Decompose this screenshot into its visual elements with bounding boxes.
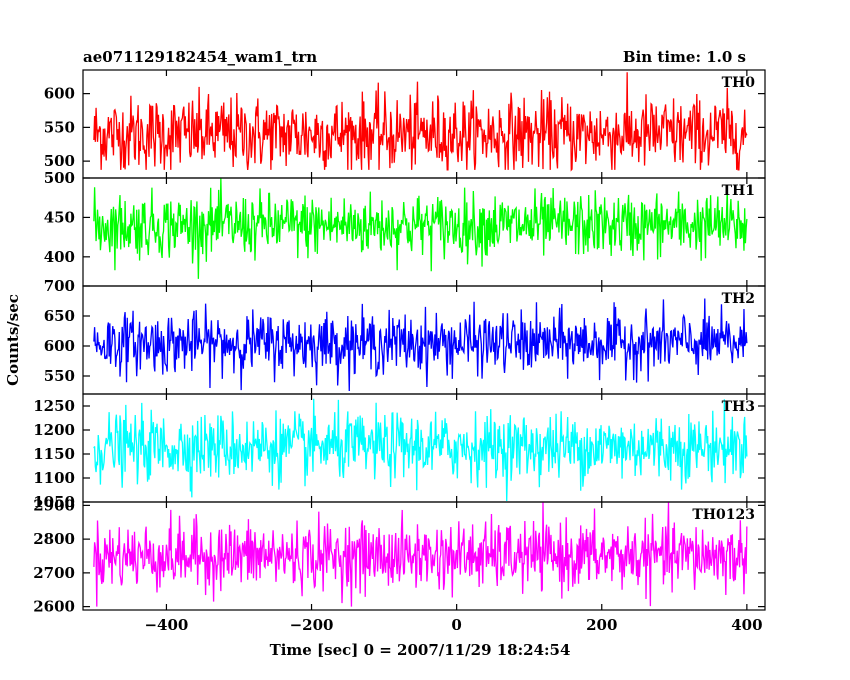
- y-tick-label: 2600: [33, 598, 75, 616]
- y-tick-label: 1200: [33, 421, 75, 439]
- y-tick-label: 500: [44, 152, 75, 170]
- panel-th1: 400 450 500 TH1: [44, 169, 766, 287]
- y-tick-label: 650: [44, 307, 75, 325]
- x-axis: −400 −200 0 200 400: [144, 616, 762, 634]
- series-line-th0123: [93, 502, 748, 607]
- y-tick-label: 1050: [33, 493, 75, 511]
- panels: 500 550 600 TH0 400 450 500 TH1 550 600 650 700 TH2 1…: [33, 69, 766, 616]
- y-tick-label: 2900: [33, 496, 75, 514]
- x-tick-label: −400: [144, 616, 188, 634]
- panel-label-th1: TH1: [722, 183, 755, 199]
- panel-frame: [82, 501, 766, 611]
- y-tick-label: 1150: [33, 445, 75, 463]
- y-tick-label: 600: [44, 85, 75, 103]
- x-tick-label: −200: [290, 616, 334, 634]
- series-line-th1: [93, 178, 748, 279]
- y-tick-label: 400: [44, 248, 75, 266]
- series-line-th2: [93, 298, 748, 392]
- panel-label-th2: TH2: [722, 291, 755, 307]
- y-tick-label: 550: [44, 118, 75, 136]
- y-tick-label: 550: [44, 367, 75, 385]
- panel-label-th3: TH3: [722, 399, 755, 415]
- panel-th2: 550 600 650 700 TH2: [44, 277, 766, 395]
- x-tick-label: 0: [451, 616, 461, 634]
- y-tick-label: 2800: [33, 530, 75, 548]
- y-tick-label: 600: [44, 337, 75, 355]
- y-tick-label: 450: [44, 208, 75, 226]
- y-axis-label: Counts/sec: [4, 294, 22, 386]
- x-tick-label: 400: [731, 616, 762, 634]
- series-line-th0: [93, 72, 748, 172]
- y-tick-label: 1250: [33, 397, 75, 415]
- x-axis-label: Time [sec] 0 = 2007/11/29 18:24:54: [270, 641, 571, 659]
- panel-th0123: 2600 2700 2800 2900 TH0123: [33, 496, 766, 616]
- chart-title: ae071129182454_wam1_trn: [83, 48, 317, 66]
- panel-th0: 500 550 600 TH0: [44, 69, 766, 179]
- panel-label-th0123: TH0123: [692, 507, 755, 523]
- y-tick-label: 2700: [33, 564, 75, 582]
- bin-time-label: Bin time: 1.0 s: [623, 48, 746, 66]
- panel-th3: 1050 1100 1150 1200 1250 TH3: [33, 393, 766, 511]
- panel-label-th0: TH0: [722, 75, 756, 91]
- y-tick-label: 700: [44, 277, 75, 295]
- series-line-th3: [93, 398, 748, 502]
- y-tick-label: 1100: [33, 469, 75, 487]
- y-tick-label: 500: [44, 169, 75, 187]
- x-tick-label: 200: [586, 616, 617, 634]
